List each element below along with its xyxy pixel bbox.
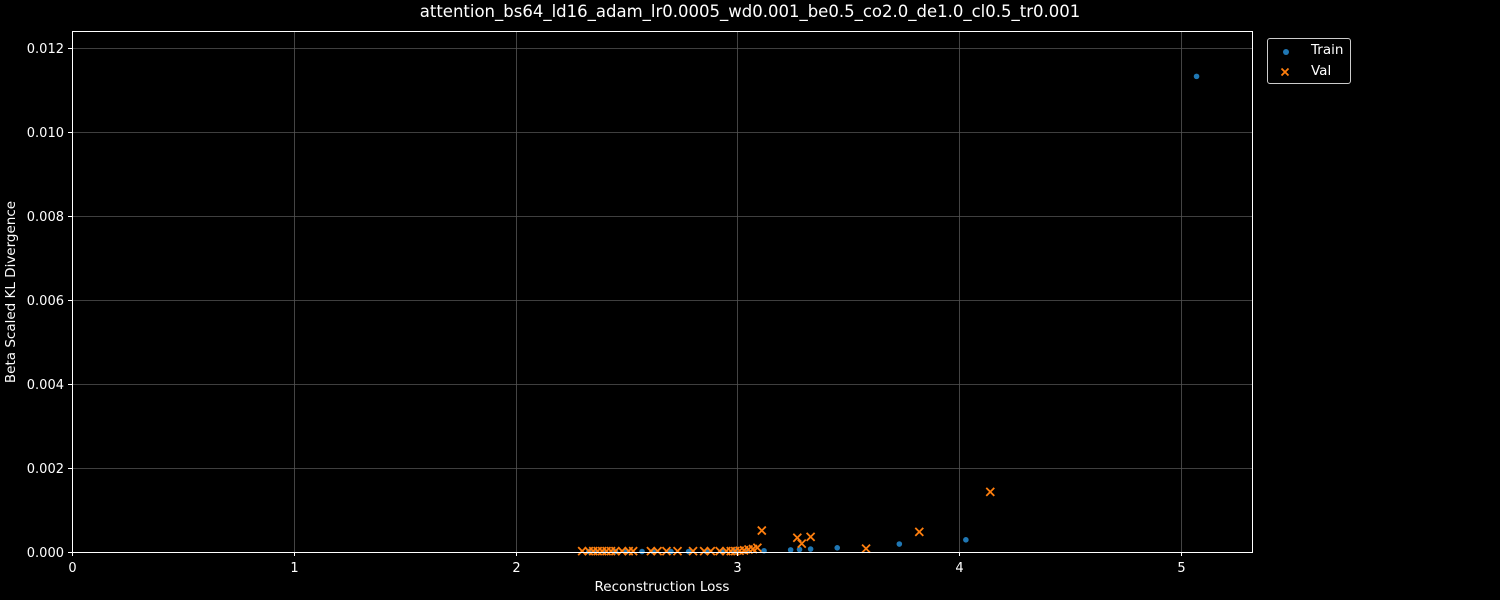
val-point (672, 546, 683, 556)
x-tick-label: 0 (68, 561, 76, 576)
y-tick-label: 0.012 (27, 42, 64, 57)
legend-item-val: Val (1268, 62, 1350, 80)
val-point (610, 546, 621, 556)
train-point (787, 547, 794, 553)
x-axis-label: Reconstruction Loss (594, 579, 730, 595)
val-point (617, 546, 627, 556)
x-tick-label: 4 (955, 561, 963, 576)
y-axis-label: Beta Scaled KL Divergence (3, 200, 19, 384)
val-point (914, 527, 924, 537)
val-point (861, 544, 871, 554)
train-point (796, 546, 803, 553)
val-point (805, 532, 816, 542)
val-point (792, 533, 802, 543)
chart-title: attention_bs64_ld16_adam_lr0.0005_wd0.00… (419, 2, 1081, 21)
val-point (688, 546, 698, 556)
val-point (757, 525, 767, 536)
plot-area-frame (72, 31, 1253, 553)
y-tick-label: 0.000 (27, 546, 64, 561)
train-point (963, 537, 969, 543)
y-tick-label: 0.008 (27, 210, 64, 225)
train-point (639, 548, 645, 555)
axis-ticks: 0 1 2 3 4 5 0.000 0.002 0.004 0.006 0.008 0.010 0.01… (27, 42, 1186, 576)
legend: Train Val (1267, 38, 1351, 84)
x-tick-label: 1 (290, 561, 298, 576)
legend-label-train: Train (1311, 42, 1344, 58)
val-point (661, 546, 672, 556)
val-point (628, 546, 638, 556)
val-point (652, 546, 663, 556)
x-tick-label: 3 (733, 561, 741, 576)
x-tick-label: 2 (512, 561, 520, 576)
val-point (699, 546, 709, 556)
val-point (577, 546, 587, 556)
val-x-marker-icon (1280, 67, 1290, 77)
x-tick-label: 5 (1177, 561, 1185, 576)
train-dot-marker-icon (1283, 49, 1289, 55)
grid (72, 31, 1252, 553)
val-point (985, 487, 995, 497)
val-point (646, 546, 656, 556)
legend-label-val: Val (1311, 63, 1332, 79)
y-tick-label: 0.002 (27, 462, 64, 477)
train-point (834, 544, 841, 551)
val-point (715, 546, 725, 556)
val-point (797, 538, 807, 549)
train-point (896, 541, 903, 547)
legend-item-train: Train (1268, 41, 1350, 59)
train-point (1193, 73, 1200, 80)
train-point (807, 546, 814, 552)
y-tick-label: 0.010 (27, 126, 64, 141)
val-point (706, 546, 716, 556)
y-tick-label: 0.004 (27, 378, 64, 393)
y-tick-label: 0.006 (27, 294, 64, 309)
data-points (577, 73, 1200, 556)
val-point (752, 543, 763, 553)
